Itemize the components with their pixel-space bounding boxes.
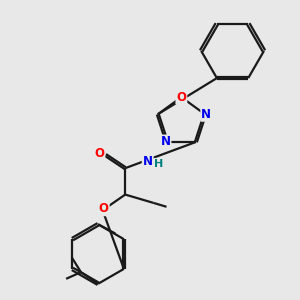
Text: H: H (154, 159, 164, 169)
Text: N: N (160, 136, 170, 148)
Text: O: O (99, 202, 109, 215)
Text: N: N (143, 155, 153, 168)
Text: O: O (94, 147, 104, 160)
Text: N: N (201, 108, 211, 121)
Text: O: O (176, 91, 186, 104)
